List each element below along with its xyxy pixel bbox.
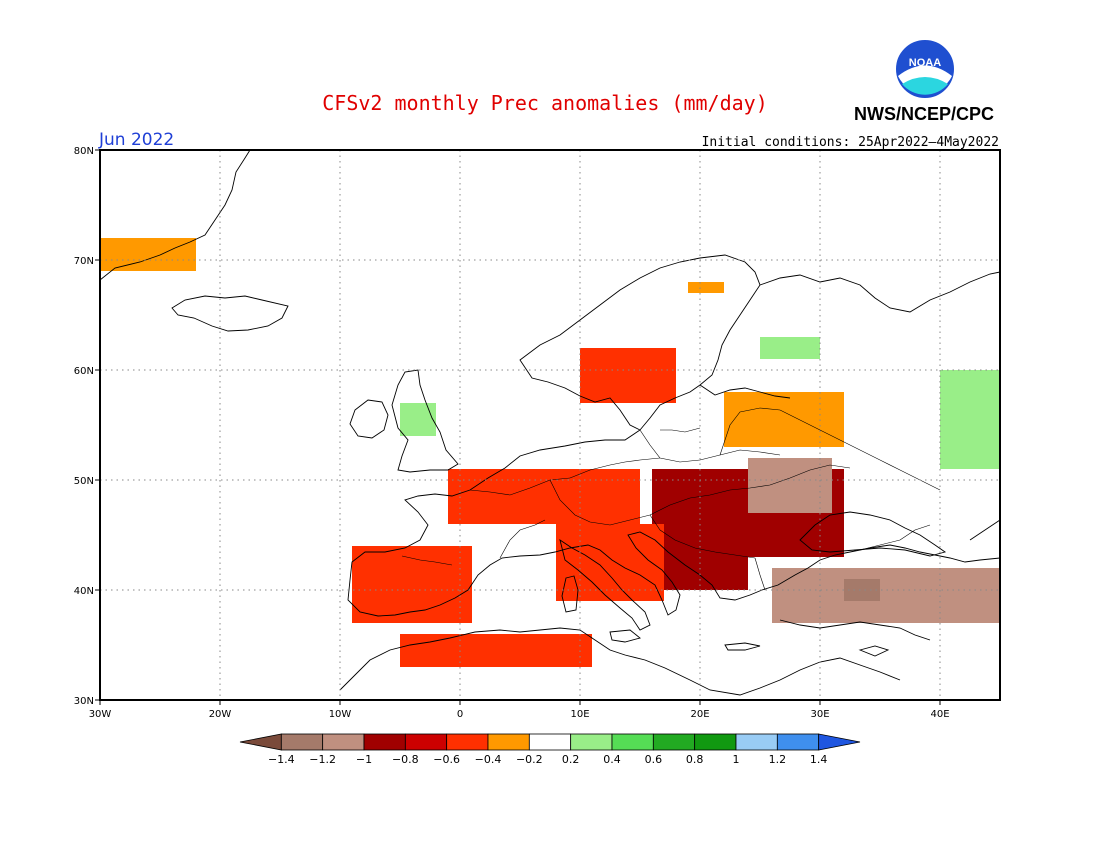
x-tick-label: 10W <box>329 709 352 720</box>
colorbar-label: −0.2 <box>516 753 543 766</box>
y-axis-ticks: 80N 70N 60N 50N 40N 30N <box>74 146 100 707</box>
agency-label: NWS/NCEP/CPC <box>854 104 994 124</box>
noaa-logo-text: NOAA <box>909 57 941 69</box>
coast-north-africa <box>339 627 901 696</box>
anomaly-area <box>100 238 196 271</box>
coastlines <box>99 149 1001 696</box>
colorbar-arrow-right <box>818 733 861 751</box>
coast-kola <box>759 271 1001 313</box>
coast-sicily <box>609 629 641 643</box>
x-axis-ticks: 30W 20W 10W 0 10E 20E 30E 40E <box>89 700 950 720</box>
colorbar: −1.4 −1.2 −1 −0.8 −0.6 −0.4 −0.2 0.2 0.4 0.6 0.8 1 1… <box>239 733 861 766</box>
anomaly-area <box>400 634 592 667</box>
y-tick-label: 80N <box>74 146 94 157</box>
colorbar-bin <box>570 733 613 751</box>
y-tick-label: 30N <box>74 696 94 707</box>
map-panel: 30W 20W 10W 0 10E 20E 30E 40E 80N 70N 60N 50N 40N 30… <box>74 146 1001 720</box>
anomaly-area <box>580 348 676 403</box>
borders <box>401 407 941 591</box>
colorbar-label: 0.4 <box>603 753 621 766</box>
coast-sardinia <box>561 575 579 613</box>
anomaly-area <box>448 469 640 524</box>
colorbar-label: 0.2 <box>562 753 580 766</box>
anomaly-area <box>724 392 844 447</box>
coast-ireland <box>349 399 389 439</box>
colorbar-label: −0.6 <box>433 753 460 766</box>
month-label: Jun 2022 <box>98 130 174 150</box>
anomaly-area <box>940 370 1000 469</box>
anomaly-area <box>772 568 1000 623</box>
coast-iceland <box>171 295 289 332</box>
coast-cyprus <box>858 645 890 657</box>
colorbar-label: 0.6 <box>645 753 663 766</box>
colorbar-label: −1.2 <box>309 753 336 766</box>
noaa-logo: NOAA <box>894 38 956 100</box>
figure-title: CFSv2 monthly Prec anomalies (mm/day) <box>322 91 768 115</box>
coast-britain <box>391 369 459 473</box>
init-conditions-label: Initial conditions: 25Apr2022–4May2022 <box>702 135 999 150</box>
anomaly-area <box>748 458 832 513</box>
colorbar-label: −0.8 <box>392 753 419 766</box>
colorbar-bin <box>363 733 406 751</box>
x-tick-label: 30W <box>89 709 112 720</box>
colorbar-arrow-left <box>239 733 282 751</box>
x-tick-label: 30E <box>810 709 829 720</box>
x-tick-label: 20W <box>209 709 232 720</box>
x-tick-label: 0 <box>457 709 463 720</box>
colorbar-label: 1 <box>733 753 740 766</box>
anomaly-area <box>556 524 664 601</box>
x-tick-label: 20E <box>690 709 709 720</box>
colorbar-bin <box>446 733 489 751</box>
colorbar-bin <box>735 733 778 751</box>
colorbar-label: −1.4 <box>268 753 295 766</box>
anomaly-area <box>760 337 820 359</box>
anomaly-area <box>352 546 472 623</box>
coast-italy <box>559 538 651 631</box>
colorbar-label: −0.4 <box>475 753 502 766</box>
colorbar-label: 0.8 <box>686 753 704 766</box>
y-tick-label: 50N <box>74 476 94 487</box>
colorbar-bin <box>776 733 820 751</box>
coast-scandinavia <box>519 254 761 431</box>
coast-greenland <box>99 149 251 281</box>
anomaly-area <box>688 282 724 293</box>
colorbar-label: 1.2 <box>769 753 787 766</box>
x-tick-label: 40E <box>930 709 949 720</box>
map-frame <box>99 149 1001 701</box>
x-tick-label: 10E <box>570 709 589 720</box>
colorbar-label: −1 <box>356 753 372 766</box>
colorbar-bin <box>694 733 737 751</box>
coast-finland <box>699 384 791 399</box>
colorbar-bin <box>280 733 324 751</box>
graticule <box>100 150 1000 700</box>
coast-black-sea <box>799 511 947 557</box>
coast-europe-west <box>347 429 1001 617</box>
colorbar-bin <box>404 733 448 751</box>
coast-crete <box>724 642 761 651</box>
anomaly-layer <box>100 238 1000 667</box>
colorbar-bin <box>487 733 530 751</box>
colorbar-bin <box>611 733 654 751</box>
coast-caspian <box>969 519 1001 541</box>
y-tick-label: 60N <box>74 366 94 377</box>
colorbar-bin <box>652 733 696 751</box>
y-tick-label: 70N <box>74 256 94 267</box>
anomaly-area <box>400 403 436 436</box>
colorbar-bin <box>322 733 365 751</box>
coast-turkey-south <box>779 619 931 641</box>
y-tick-label: 40N <box>74 586 94 597</box>
anomaly-area <box>844 579 880 601</box>
colorbar-bin <box>528 733 572 751</box>
colorbar-label: 1.4 <box>810 753 828 766</box>
